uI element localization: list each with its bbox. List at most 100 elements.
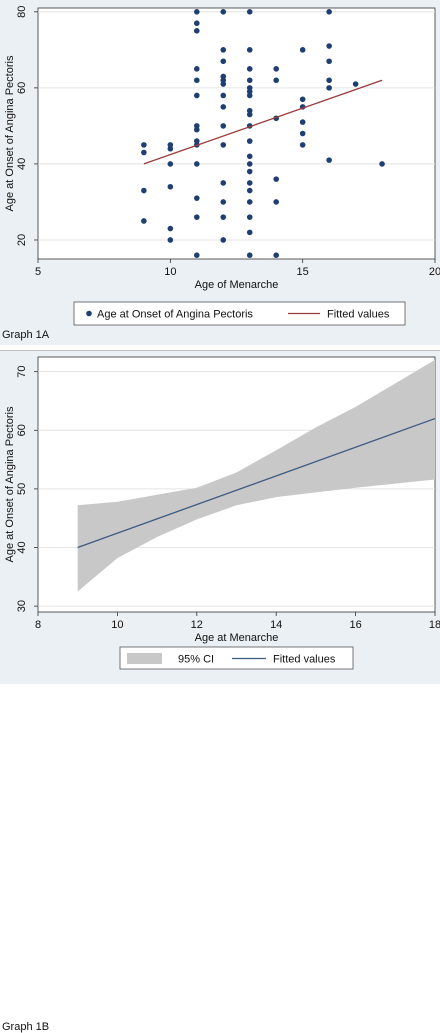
data-point [167, 145, 174, 152]
confidence-band-chart: 30 40 50 60 70 8 10 12 14 16 18 Age at Menarche Age … [0, 351, 440, 684]
data-point [246, 180, 253, 186]
data-point [194, 214, 200, 220]
tick-label-y: 50 [16, 483, 28, 495]
data-point [326, 157, 332, 163]
data-point [352, 81, 359, 87]
data-point [141, 187, 147, 194]
x-axis-title: Age at Menarche [195, 632, 279, 644]
data-point [246, 199, 253, 205]
data-point [299, 130, 306, 137]
tick-label-y: 30 [16, 600, 28, 612]
graph-1b-caption: Graph 1B [2, 1021, 50, 1033]
data-point [246, 138, 253, 144]
tick-label-x: 12 [191, 619, 203, 631]
data-point [246, 47, 253, 53]
tick-label-x: 10 [164, 266, 176, 278]
data-point [220, 104, 227, 110]
data-point [246, 229, 253, 236]
data-point [299, 119, 306, 125]
data-point [246, 66, 253, 72]
data-point [299, 142, 306, 148]
data-point [220, 81, 227, 87]
data-point [194, 126, 200, 133]
data-point [246, 187, 253, 194]
data-point [141, 218, 147, 224]
data-point [326, 77, 332, 84]
data-point [220, 9, 227, 15]
tick-label-y: 80 [16, 6, 28, 18]
data-point [273, 66, 280, 72]
tick-label-y: 40 [16, 158, 28, 170]
data-point [273, 252, 280, 258]
data-point [273, 77, 280, 84]
tick-label-y: 40 [16, 541, 28, 553]
tick-label-y: 60 [16, 82, 28, 94]
data-point [246, 153, 253, 160]
tick-label-x: 8 [35, 619, 41, 631]
data-point [167, 161, 174, 167]
data-point [220, 142, 227, 148]
tick-label-x: 10 [111, 619, 123, 631]
legend-label-fitted: Fitted values [273, 654, 336, 666]
data-point [194, 66, 200, 72]
data-point [167, 183, 174, 190]
graph-1a-panel: 20 40 60 80 5 10 15 20 Age of Menarche Age at Ons… [0, 0, 440, 345]
data-point [194, 92, 200, 99]
data-point [194, 20, 200, 27]
data-point [220, 237, 227, 243]
data-point [167, 237, 174, 243]
legend-marker-band [127, 653, 162, 664]
data-point [326, 43, 332, 49]
tick-label-x: 16 [349, 619, 361, 631]
data-point [326, 85, 332, 91]
y-axis-title: Age at Onset of Angina Pectoris [4, 406, 16, 562]
legend-label-fitted: Fitted values [327, 309, 390, 321]
data-point [194, 195, 200, 201]
data-point [246, 252, 253, 258]
data-point [220, 180, 227, 186]
data-point [220, 214, 227, 220]
tick-label-y: 60 [16, 424, 28, 436]
tick-label-y: 20 [16, 234, 28, 246]
data-point [220, 58, 227, 65]
data-point [194, 77, 200, 84]
data-point [246, 9, 253, 15]
graph-1b-panel: 30 40 50 60 70 8 10 12 14 16 18 Age at Menarche Age … [0, 350, 440, 1033]
tick-label-y: 70 [16, 366, 28, 378]
data-point [246, 168, 253, 175]
scatter-chart: 20 40 60 80 5 10 15 20 Age of Menarche Age at Ons… [0, 0, 440, 345]
data-point [299, 47, 306, 53]
data-point [326, 58, 332, 65]
data-point [273, 199, 280, 205]
fitted-line [77, 417, 436, 549]
data-point [326, 9, 332, 15]
data-point [246, 77, 253, 84]
data-point [167, 225, 174, 232]
legend-box [73, 301, 406, 326]
graph-1a-caption: Graph 1A [2, 329, 50, 341]
data-point [299, 96, 306, 103]
data-point [220, 123, 227, 129]
data-point [273, 176, 280, 182]
confidence-band [77, 359, 435, 592]
data-point [246, 92, 253, 99]
tick-label-x: 14 [270, 619, 282, 631]
data-point [141, 142, 147, 148]
y-axis-title: Age at Onset of Angina Pectoris [4, 55, 16, 211]
tick-label-x: 18 [429, 619, 440, 631]
data-point [246, 111, 253, 118]
data-point [194, 28, 200, 34]
data-point [194, 9, 200, 15]
plot-area [37, 7, 436, 260]
fitted-line [143, 79, 383, 165]
legend-label-band: 95% CI [178, 654, 214, 666]
data-point [194, 161, 200, 167]
data-point [220, 47, 227, 53]
data-point [220, 92, 227, 99]
data-point [141, 149, 147, 156]
data-point [246, 214, 253, 220]
data-point [194, 252, 200, 258]
tick-label-x: 15 [297, 266, 309, 278]
data-point [220, 199, 227, 205]
tick-label-x: 5 [35, 266, 41, 278]
